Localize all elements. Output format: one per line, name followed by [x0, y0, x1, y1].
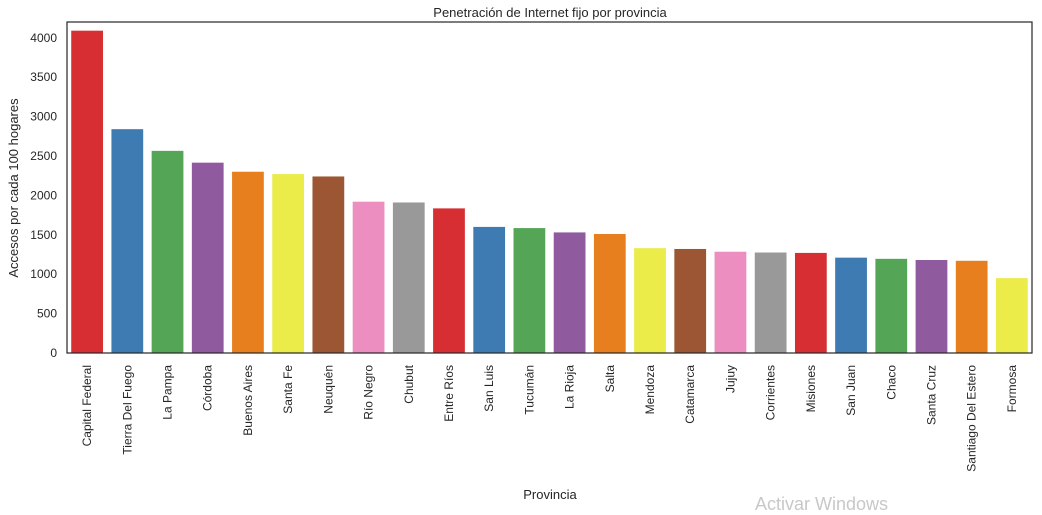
x-axis-label: Provincia	[523, 487, 577, 502]
bar-13	[593, 233, 626, 353]
x-tick-label: Corrientes	[764, 365, 778, 420]
bar-17	[754, 252, 787, 353]
x-tick-label: La Rioja	[563, 365, 577, 409]
y-tick-label: 4000	[30, 31, 57, 45]
x-tick-label: Santa Cruz	[924, 365, 938, 425]
bar-20	[875, 258, 908, 353]
bar-12	[553, 232, 586, 353]
bar-14	[634, 248, 666, 353]
x-tick-label: San Juan	[844, 365, 858, 416]
bar-4	[232, 171, 264, 353]
x-tick-label: Chaco	[884, 365, 898, 400]
y-tick-label: 2000	[30, 188, 57, 202]
x-tick-label: Tierra Del Fuego	[120, 365, 134, 455]
x-tick-label: Chubut	[402, 364, 416, 403]
bar-1	[111, 129, 144, 353]
chart-title: Penetración de Internet fijo por provinc…	[433, 5, 667, 20]
x-tick-label: Jujuy	[723, 365, 737, 393]
bar-10	[473, 226, 506, 353]
x-tick-label: La Pampa	[161, 365, 175, 420]
bar-18	[794, 252, 827, 353]
y-tick-label: 500	[37, 307, 57, 321]
x-axis-ticks: Capital Federal Tierra Del Fuego La Pampa C…	[80, 364, 1019, 471]
x-tick-label: Capital Federal	[80, 365, 94, 446]
bar-21	[915, 260, 948, 353]
plot-frame	[66, 21, 1033, 354]
x-tick-label: Catamarca	[683, 365, 697, 424]
bar-11	[513, 228, 546, 353]
x-tick-label: Córdoba	[201, 365, 215, 411]
bar-2	[151, 150, 184, 353]
y-tick-label: 1500	[30, 228, 57, 242]
activate-windows-watermark: Activar Windows	[755, 494, 889, 514]
bars	[71, 30, 1028, 354]
x-tick-label: Buenos Aires	[241, 365, 255, 436]
bar-22	[955, 260, 988, 353]
y-tick-label: 3500	[30, 70, 57, 84]
y-tick-label: 0	[50, 346, 57, 360]
y-tick-label: 2500	[30, 149, 57, 163]
y-tick-label: 3000	[30, 110, 57, 124]
y-axis-ticks: 0 500 1000 1500 2000 2500 3000 3500 4000	[30, 31, 57, 360]
bar-15	[674, 248, 707, 353]
y-axis-label: Accesos por cada 100 hogares	[6, 98, 21, 278]
bar-19	[835, 257, 867, 353]
bar-9	[433, 208, 465, 353]
x-tick-label: Santiago Del Estero	[965, 365, 979, 472]
bar-7	[352, 201, 385, 353]
bar-6	[312, 176, 345, 353]
bar-8	[392, 202, 425, 353]
x-tick-label: Santa Fe	[281, 365, 295, 414]
x-tick-label: San Luis	[482, 365, 496, 412]
x-tick-label: Formosa	[1005, 365, 1019, 413]
bar-0	[71, 30, 103, 354]
bar-3	[191, 162, 224, 353]
x-tick-label: Neuquén	[321, 365, 335, 414]
bar-23	[996, 278, 1028, 353]
bar-5	[272, 174, 305, 353]
x-tick-label: Río Negro	[362, 365, 376, 420]
x-tick-label: Entre Ríos	[442, 365, 456, 422]
x-tick-label: Salta	[603, 365, 617, 393]
y-tick-label: 1000	[30, 267, 57, 281]
x-tick-label: Mendoza	[643, 365, 657, 415]
x-tick-label: Tucumán	[522, 365, 536, 415]
x-tick-label: Misiones	[804, 365, 818, 412]
bar-16	[714, 251, 747, 353]
